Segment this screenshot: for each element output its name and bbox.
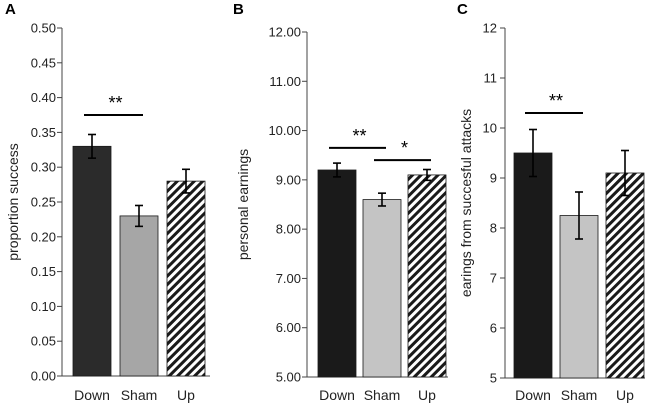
y-axis-title: proportion success <box>5 143 21 261</box>
category-label: Sham <box>121 387 158 403</box>
category-label: Up <box>616 387 634 403</box>
bar-up <box>166 180 206 377</box>
y-tick-label: 0.00 <box>31 369 56 384</box>
significance-label: ** <box>549 91 563 111</box>
panel-letter: A <box>5 1 16 18</box>
y-tick-label: 0.35 <box>31 125 56 140</box>
y-tick-label: 5 <box>490 371 497 386</box>
significance-label: * <box>401 138 408 158</box>
y-tick-label: 0.45 <box>31 55 56 70</box>
bar-down <box>72 145 112 377</box>
panel-letter: B <box>233 1 244 18</box>
bar-sham <box>559 215 599 379</box>
y-tick-label: 10 <box>483 121 497 136</box>
category-label: Down <box>319 387 355 403</box>
bar-down <box>317 169 357 378</box>
bar-up <box>407 174 447 378</box>
y-tick-label: 0.15 <box>31 264 56 279</box>
y-axis-title: earings from succesful attacks <box>458 109 474 297</box>
y-tick-label: 0.05 <box>31 334 56 349</box>
y-tick-label: 9 <box>490 171 497 186</box>
y-tick-label: 0.40 <box>31 90 56 105</box>
significance-label: ** <box>352 126 366 146</box>
y-tick-label: 6.00 <box>276 320 301 335</box>
y-tick-label: 0.20 <box>31 229 56 244</box>
bar-up <box>605 172 645 379</box>
y-tick-label: 8 <box>490 221 497 236</box>
y-tick-label: 12 <box>483 21 497 36</box>
y-tick-label: 12.00 <box>268 25 301 40</box>
y-tick-label: 8.00 <box>276 222 301 237</box>
bar-down <box>513 152 553 379</box>
bar-sham <box>362 199 402 378</box>
panel-letter: C <box>457 1 468 18</box>
y-tick-label: 11 <box>484 71 498 86</box>
category-label: Up <box>177 387 195 403</box>
y-tick-label: 0.30 <box>31 160 56 175</box>
y-tick-label: 10.00 <box>268 123 301 138</box>
y-tick-label: 7 <box>490 271 497 286</box>
y-tick-label: 5.00 <box>276 370 301 385</box>
y-tick-label: 0.50 <box>31 21 56 36</box>
y-tick-label: 0.10 <box>31 299 56 314</box>
y-tick-label: 0.25 <box>31 195 56 210</box>
y-tick-label: 7.00 <box>276 271 301 286</box>
y-tick-label: 9.00 <box>276 172 301 187</box>
significance-label: ** <box>108 93 122 113</box>
category-label: Down <box>515 387 551 403</box>
category-label: Down <box>74 387 110 403</box>
bar-sham <box>119 215 159 377</box>
category-label: Sham <box>561 387 598 403</box>
y-axis-title: personal earnings <box>235 149 251 260</box>
category-label: Up <box>418 387 436 403</box>
y-tick-label: 6 <box>490 321 497 336</box>
y-tick-label: 11.00 <box>269 74 301 89</box>
category-label: Sham <box>364 387 401 403</box>
